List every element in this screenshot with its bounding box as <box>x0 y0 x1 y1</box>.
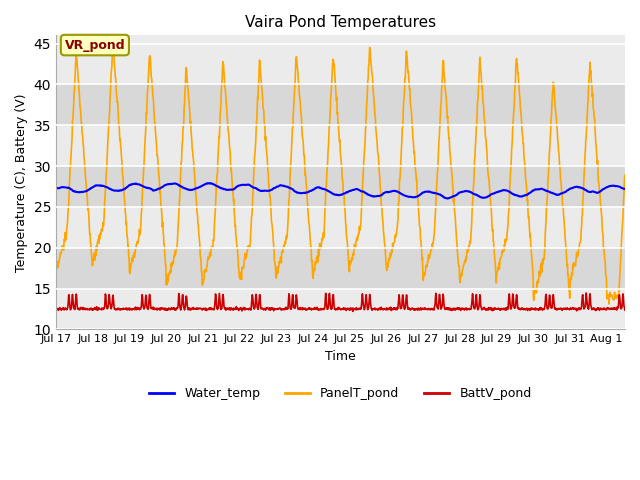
PanelT_pond <box>605 301 613 307</box>
Text: VR_pond: VR_pond <box>65 38 125 51</box>
BattV_pond <box>268 305 276 311</box>
Title: Vaira Pond Temperatures: Vaira Pond Temperatures <box>245 15 436 30</box>
BattV_pond <box>154 306 162 312</box>
Water_temp <box>483 194 491 200</box>
Water_temp <box>205 180 213 186</box>
PanelT_pond <box>621 172 628 178</box>
Bar <box>56 125 625 166</box>
Water_temp <box>52 185 60 191</box>
X-axis label: Time: Time <box>325 350 356 363</box>
Bar <box>56 166 625 207</box>
BattV_pond <box>165 305 173 311</box>
Water_temp <box>268 187 276 192</box>
Water_temp <box>165 181 173 187</box>
Line: BattV_pond: BattV_pond <box>56 293 625 312</box>
BattV_pond <box>582 290 590 296</box>
Water_temp <box>154 186 162 192</box>
PanelT_pond <box>155 169 163 175</box>
BattV_pond <box>621 307 628 313</box>
Water_temp <box>547 190 554 195</box>
Bar <box>56 248 625 288</box>
PanelT_pond <box>217 107 225 113</box>
Line: Water_temp: Water_temp <box>56 183 625 198</box>
BattV_pond <box>483 307 491 312</box>
Bar <box>56 44 625 84</box>
Line: PanelT_pond: PanelT_pond <box>56 46 625 304</box>
Bar <box>56 288 625 329</box>
Legend: Water_temp, PanelT_pond, BattV_pond: Water_temp, PanelT_pond, BattV_pond <box>144 383 537 406</box>
BattV_pond <box>216 300 224 306</box>
PanelT_pond <box>546 144 554 150</box>
Y-axis label: Temperature (C), Battery (V): Temperature (C), Battery (V) <box>15 93 28 272</box>
BattV_pond <box>349 309 356 314</box>
PanelT_pond <box>52 265 60 271</box>
Bar <box>56 84 625 125</box>
BattV_pond <box>546 293 554 299</box>
PanelT_pond <box>165 272 173 277</box>
Bar <box>56 207 625 248</box>
Water_temp <box>444 195 451 201</box>
BattV_pond <box>52 306 60 312</box>
Water_temp <box>217 185 225 191</box>
PanelT_pond <box>268 223 276 228</box>
Water_temp <box>621 186 628 192</box>
PanelT_pond <box>109 43 117 49</box>
PanelT_pond <box>483 146 491 152</box>
